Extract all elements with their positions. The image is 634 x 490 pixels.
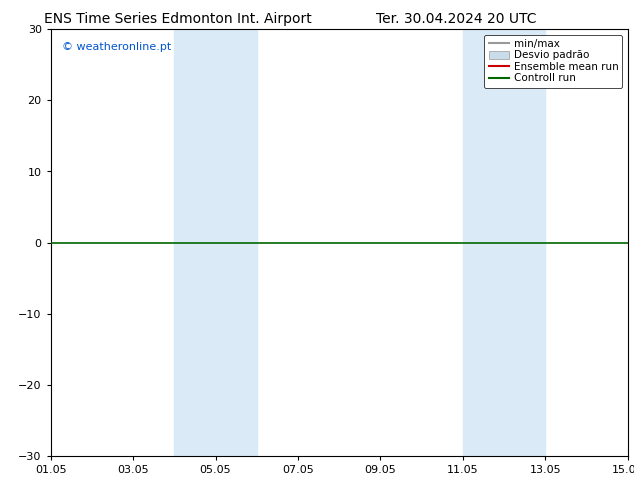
Text: © weatheronline.pt: © weatheronline.pt — [62, 42, 172, 52]
Text: Ter. 30.04.2024 20 UTC: Ter. 30.04.2024 20 UTC — [376, 12, 537, 26]
Bar — [174, 29, 257, 456]
Bar — [463, 29, 545, 456]
Text: ENS Time Series Edmonton Int. Airport: ENS Time Series Edmonton Int. Airport — [44, 12, 311, 26]
Legend: min/max, Desvio padrão, Ensemble mean run, Controll run: min/max, Desvio padrão, Ensemble mean ru… — [484, 35, 623, 88]
